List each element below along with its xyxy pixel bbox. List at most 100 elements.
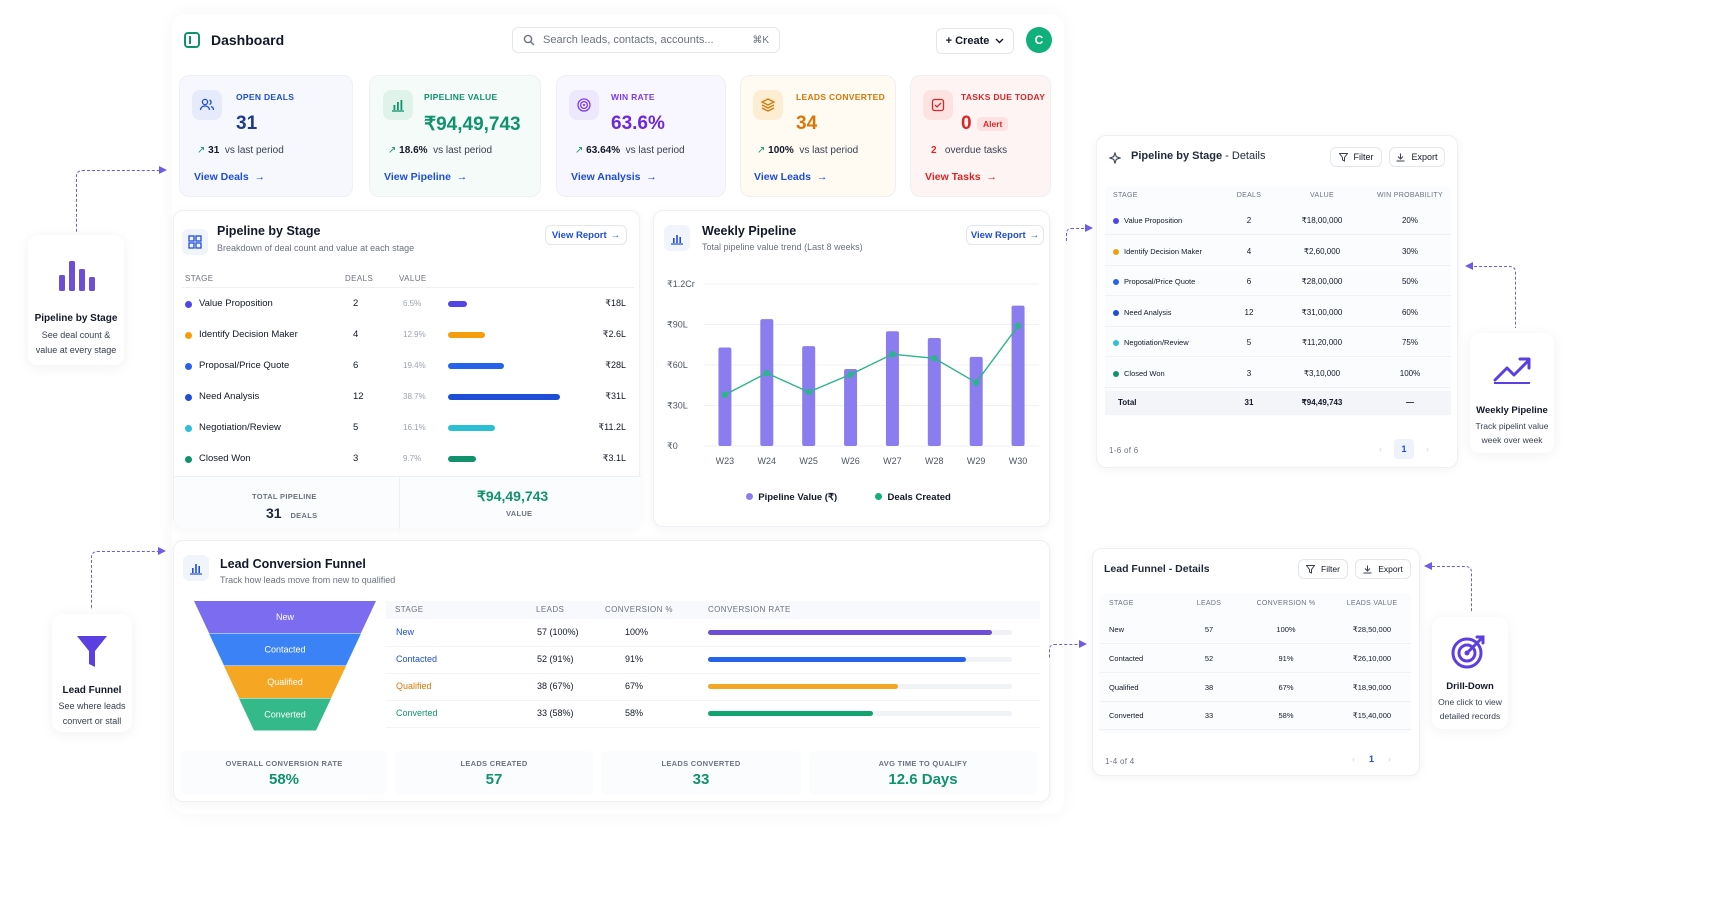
annotation-pipeline: Pipeline by Stage See deal count & value… [28, 235, 124, 365]
funnel-details-bg [1099, 593, 1411, 733]
search-input[interactable]: Search leads, contacts, accounts... ⌘K [512, 27, 780, 53]
kpi-open-deals: OPEN DEALS 31 ↗ 31 vs last period View D… [179, 75, 353, 197]
page-number[interactable]: 1 [1369, 754, 1375, 764]
page-title: Dashboard [211, 32, 285, 48]
filter-button[interactable]: Filter [1330, 147, 1382, 167]
deals-created-point[interactable] [972, 379, 980, 386]
funnel-details-title: Lead Funnel - Details [1104, 563, 1210, 575]
arrow-head [1465, 262, 1473, 270]
pipeline-value-bar[interactable] [760, 319, 774, 446]
stage-color-dot [1113, 309, 1119, 316]
deals-created-point[interactable] [889, 351, 896, 358]
details-stage: Identify Decision Maker [1124, 246, 1202, 256]
view-report-button[interactable]: View Report → [966, 225, 1044, 245]
deals-created-point[interactable] [721, 391, 729, 398]
funnel-segment[interactable] [239, 698, 331, 731]
view-leads-link[interactable]: View Leads → [754, 171, 828, 183]
view-analysis-link[interactable]: View Analysis → [571, 171, 657, 183]
deals-created-point[interactable] [805, 388, 812, 396]
stage-color-dot [185, 425, 192, 432]
details-stage: Converted [1109, 711, 1144, 721]
deals-created-point[interactable] [763, 369, 771, 377]
funnel-segment[interactable] [209, 633, 361, 666]
prev-page-icon[interactable]: ‹ [1379, 444, 1382, 454]
details-row[interactable]: Negotiation/Review 5 ₹11,20,000 75% [1105, 338, 1451, 357]
kpi-value: 63.6% [611, 113, 665, 134]
stage-value: ₹18L [605, 298, 626, 308]
view-tasks-link[interactable]: View Tasks → [925, 171, 997, 183]
view-pipeline-link[interactable]: View Pipeline → [384, 171, 468, 183]
funnel-details-card: Lead Funnel - Details Filter Export 1-4 … [1092, 548, 1420, 776]
pipeline-value-bar[interactable] [844, 369, 858, 446]
prev-page-icon[interactable]: ‹ [1352, 754, 1355, 764]
funnel-row[interactable]: Contacted 52 (91%) 91% [386, 654, 1040, 674]
alert-badge: Alert [977, 117, 1009, 131]
row-divider [1099, 671, 1411, 673]
details-row[interactable]: Need Analysis 12 ₹31,00,000 60% [1105, 308, 1451, 327]
funnel-row[interactable]: Qualified 38 (67%) 67% [386, 681, 1040, 701]
details-value: ₹18,00,000 [1301, 216, 1343, 225]
pipeline-row[interactable]: Proposal/Price Quote 6 19.4% ₹28L [174, 360, 641, 380]
pipeline-row[interactable]: Identify Decision Maker 4 12.9% ₹2.6L [174, 329, 641, 349]
pipeline-row[interactable]: Closed Won 3 9.7% ₹3.1L [174, 453, 641, 473]
details-col-header: LEADS VALUE [1346, 600, 1398, 607]
export-button[interactable]: Export [1355, 559, 1411, 579]
row-divider [1105, 386, 1451, 388]
pagination: ‹ 1 › [1352, 754, 1391, 764]
details-row[interactable]: New 57 100% ₹28,50,000 [1099, 625, 1411, 644]
pipeline-value-bar[interactable] [1011, 305, 1025, 446]
stage-pct: 9.7% [403, 454, 422, 463]
deals-created-point[interactable] [1014, 322, 1022, 330]
next-page-icon[interactable]: › [1426, 444, 1429, 454]
funnel-segment[interactable] [194, 601, 376, 633]
deals-created-point[interactable] [847, 371, 854, 378]
annotation-title: Drill-Down [1446, 681, 1494, 692]
pipeline-row[interactable]: Need Analysis 12 38.7% ₹31L [174, 391, 641, 411]
details-row[interactable]: Proposal/Price Quote 6 ₹28,00,000 50% [1105, 277, 1451, 296]
stat-label: AVG TIME TO QUALIFY [878, 759, 968, 768]
annotation-line: convert or stall [62, 716, 122, 726]
funnel-conversion: 91% [625, 654, 644, 664]
funnel-stat: OVERALL CONVERSION RATE 58% [181, 751, 387, 795]
stage-color-dot [1113, 340, 1119, 346]
create-button[interactable]: + Create [936, 28, 1014, 54]
funnel-chart-icon [183, 555, 209, 581]
legend-pipeline: Pipeline Value (₹) [746, 492, 837, 503]
create-label: + Create [945, 35, 990, 47]
annotation-line: See where leads [58, 701, 126, 711]
details-row[interactable]: Identify Decision Maker 4 ₹2,60,000 30% [1105, 246, 1451, 266]
pipeline-value-bar[interactable] [927, 338, 941, 446]
export-button[interactable]: Export [1389, 147, 1445, 167]
details-row[interactable]: Closed Won 3 ₹3,10,000 100% [1105, 368, 1451, 388]
stage-color-dot [185, 456, 192, 463]
funnel-leads: 33 (58%) [537, 708, 574, 718]
funnel-row[interactable]: Converted 33 (58%) 58% [386, 708, 1040, 728]
pipeline-value-bar[interactable] [969, 356, 983, 446]
view-report-button[interactable]: View Report → [545, 225, 627, 245]
col-value: VALUE [399, 274, 427, 283]
stage-pct: 16.1% [403, 423, 426, 432]
funnel-table-header [386, 601, 1040, 619]
pipeline-value-bar[interactable] [802, 346, 816, 446]
avatar[interactable]: C [1026, 27, 1052, 53]
details-row[interactable]: Converted 33 58% ₹15,40,000 [1099, 711, 1411, 731]
view-deals-link[interactable]: View Deals → [194, 171, 266, 183]
pipeline-row[interactable]: Value Proposition 2 6.5% ₹18L [174, 298, 641, 318]
funnel-row[interactable]: New 57 (100%) 100% [386, 627, 1040, 647]
details-stage: New [1109, 625, 1125, 634]
next-page-icon[interactable]: › [1388, 754, 1392, 764]
stage-deals: 12 [353, 391, 364, 402]
pipeline-row[interactable]: Negotiation/Review 5 16.1% ₹11.2L [174, 422, 641, 442]
pipeline-value-bar[interactable] [885, 331, 899, 446]
lead-funnel-card: Lead Conversion Funnel Track how leads m… [173, 540, 1050, 802]
funnel-segment[interactable] [224, 666, 346, 698]
deals-created-point[interactable] [931, 355, 938, 362]
details-row[interactable]: Contacted 52 91% ₹26,10,000 [1099, 654, 1411, 673]
details-value: ₹3,10,000 [1303, 368, 1341, 378]
page-number[interactable]: 1 [1394, 439, 1414, 459]
connector-line [76, 170, 160, 232]
filter-button[interactable]: Filter [1298, 559, 1348, 579]
details-row[interactable]: Value Proposition 2 ₹18,00,000 20% [1105, 216, 1451, 235]
details-row[interactable]: Qualified 38 67% ₹18,90,000 [1099, 683, 1411, 702]
funnel-leads: 38 (67%) [537, 681, 574, 691]
